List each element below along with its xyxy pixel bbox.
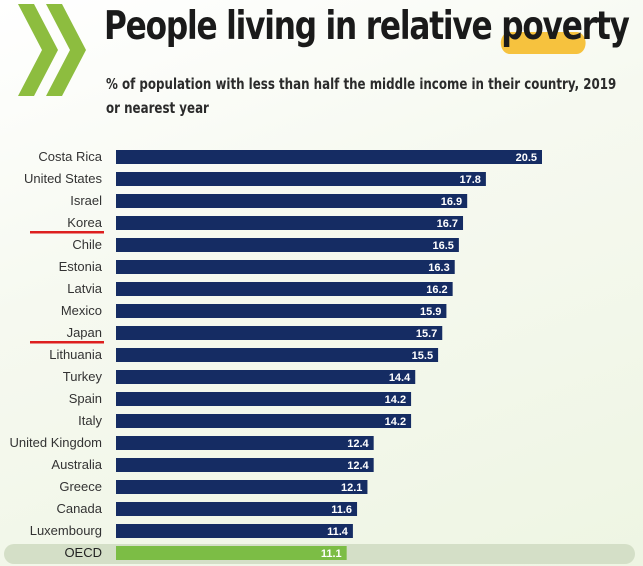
value-label: 14.2	[385, 416, 406, 428]
category-label: Israel	[70, 193, 102, 208]
category-label: Italy	[78, 413, 102, 428]
value-label: 16.9	[441, 196, 462, 208]
category-label: Estonia	[59, 259, 103, 274]
category-label: Mexico	[61, 303, 102, 318]
category-label: Japan	[67, 325, 102, 340]
bar	[116, 238, 459, 252]
bar	[116, 546, 347, 560]
category-label: Greece	[59, 479, 102, 494]
category-label: United Kingdom	[10, 435, 103, 450]
bar	[116, 260, 455, 274]
bar	[116, 414, 412, 428]
category-label: United States	[24, 171, 103, 186]
value-label: 12.4	[347, 438, 369, 450]
category-label: Chile	[72, 237, 102, 252]
value-label: 15.5	[412, 350, 433, 362]
value-label: 15.9	[420, 306, 441, 318]
bar	[116, 502, 358, 516]
bar	[116, 436, 374, 450]
title-main: People living in relative	[104, 4, 502, 49]
bar	[116, 304, 447, 318]
category-label: Spain	[69, 391, 102, 406]
category-label: Canada	[56, 501, 102, 516]
category-label: Korea	[67, 215, 102, 230]
bar	[116, 172, 486, 186]
bar	[116, 326, 443, 340]
title-highlight-word: poverty	[501, 4, 630, 49]
value-label: 14.4	[389, 372, 411, 384]
bar	[116, 194, 468, 208]
value-label: 16.2	[426, 284, 447, 296]
category-label: Lithuania	[49, 347, 103, 362]
category-label: OECD	[64, 545, 102, 560]
bar	[116, 150, 542, 164]
value-label: 14.2	[385, 394, 406, 406]
value-label: 17.8	[459, 174, 480, 186]
value-label: 16.5	[432, 240, 453, 252]
title-highlight-mark	[501, 32, 586, 54]
value-label: 16.7	[437, 218, 458, 230]
value-label: 15.7	[416, 328, 437, 340]
value-label: 11.1	[321, 548, 342, 560]
bar	[116, 216, 464, 230]
bar	[116, 392, 412, 406]
bar	[116, 458, 374, 472]
chart-subtitle: % of population with less than half the …	[106, 75, 617, 117]
category-label: Latvia	[67, 281, 102, 296]
value-label: 11.6	[331, 504, 352, 516]
bar	[116, 480, 368, 494]
bar	[116, 524, 353, 538]
highlight-underline	[30, 231, 104, 234]
bar	[116, 348, 439, 362]
bar	[116, 282, 453, 296]
value-label: 12.4	[347, 460, 369, 472]
chart-title: People living in relative poverty	[104, 4, 630, 54]
logo-chevron-right	[46, 4, 86, 96]
value-label: 20.5	[516, 152, 537, 164]
category-label: Turkey	[63, 369, 103, 384]
category-label: Australia	[51, 457, 102, 472]
value-label: 16.3	[428, 262, 449, 274]
category-label: Costa Rica	[38, 149, 102, 164]
highlight-underline	[30, 341, 104, 344]
value-label: 12.1	[341, 482, 362, 494]
logo-chevron-left	[18, 4, 58, 96]
value-label: 11.4	[327, 526, 349, 538]
category-label: Luxembourg	[30, 523, 102, 538]
bar	[116, 370, 416, 384]
oecd-logo-icon	[18, 4, 86, 96]
